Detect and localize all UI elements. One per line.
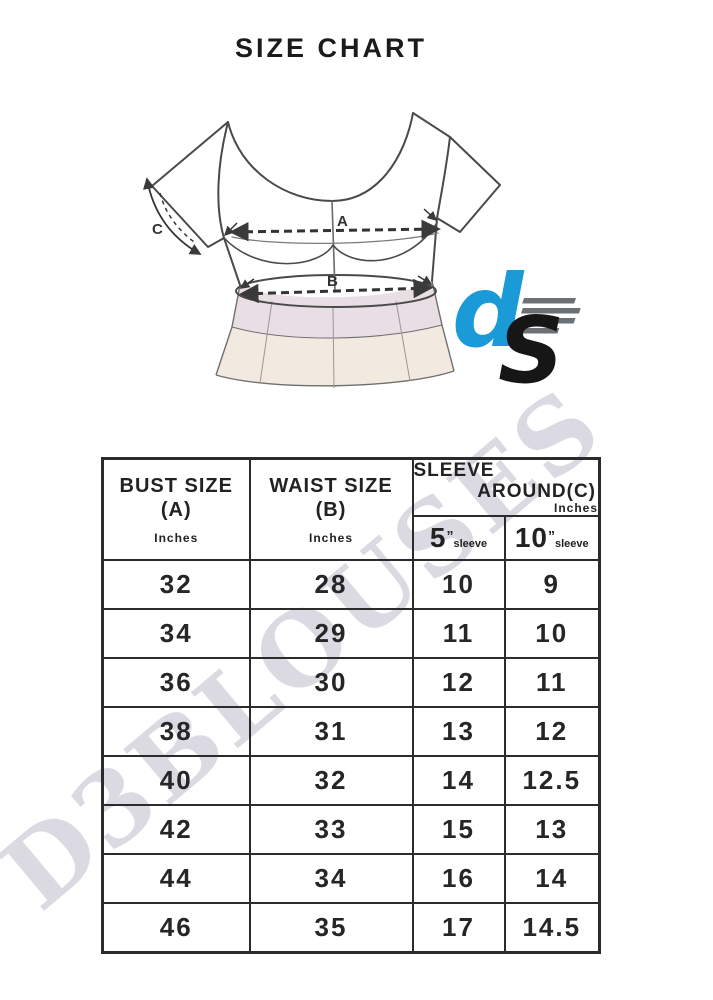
bust-header-title: BUST SIZE	[119, 475, 233, 497]
table-cell: 34	[248, 853, 414, 904]
table-cell: 32	[248, 755, 414, 806]
left-side-seam	[223, 237, 241, 286]
table-cell: 14	[411, 755, 506, 806]
table-cell: 42	[101, 804, 251, 855]
left-armhole	[217, 121, 229, 239]
table-cell: 14.5	[503, 902, 601, 953]
skirt-shape	[215, 280, 455, 389]
table-cell: 33	[248, 804, 414, 855]
bust-measure-line	[229, 219, 441, 242]
table-cell: 9	[503, 559, 601, 610]
table-cell: 32	[101, 559, 251, 610]
logo-letter-d: d	[452, 258, 525, 370]
table-row: 32 28 10 9	[101, 559, 601, 610]
table-row: 36 30 12 11	[101, 657, 601, 708]
neckline	[227, 112, 414, 202]
waist-header-code: (B)	[315, 499, 347, 521]
header-sleeve-around: SLEEVE AROUND(C) Inches	[411, 457, 601, 517]
header-bust-size: BUST SIZE (A) Inches	[101, 457, 251, 561]
table-cell: 31	[248, 706, 414, 757]
table-cell: 11	[503, 657, 601, 708]
bust-header-code: (A)	[160, 499, 192, 521]
size-chart-table: BUST SIZE (A) Inches WAIST SIZE (B) Inch…	[101, 457, 602, 954]
table-cell: 44	[101, 853, 251, 904]
waist-ellipse	[235, 274, 437, 308]
table-cell: 12	[503, 706, 601, 757]
blouse-diagram: A B C	[143, 112, 501, 389]
sleeve-measure-arc	[143, 177, 202, 255]
page-title: SIZE CHART	[235, 33, 427, 63]
sleeve-header-title: SLEEVE	[413, 460, 495, 481]
left-sleeve	[151, 121, 229, 248]
table-cell: 12.5	[503, 755, 601, 806]
bust-seam	[231, 232, 439, 244]
table-cell: 17	[411, 902, 506, 953]
table-cell: 35	[248, 902, 414, 953]
logo-speed-lines	[513, 298, 581, 334]
table-cell: 11	[411, 608, 506, 659]
table-row: 40 32 14 12.5	[101, 755, 601, 806]
table-row: 44 34 16 14	[101, 853, 601, 904]
table-row: 46 35 17 14.5	[101, 902, 601, 953]
table-cell: 14	[503, 853, 601, 904]
bust-header-unit: Inches	[154, 531, 199, 545]
table-cell: 28	[248, 559, 414, 610]
logo-letter-s: S	[498, 297, 564, 388]
sleeve-label: C	[152, 221, 163, 238]
table-cell: 40	[101, 755, 251, 806]
right-armhole	[436, 136, 451, 219]
table-row: 38 31 13 12	[101, 706, 601, 757]
table-row: 42 33 15 13	[101, 804, 601, 855]
table-row: 34 29 11 10	[101, 608, 601, 659]
brand-logo: d S	[452, 258, 581, 388]
header-waist-size: WAIST SIZE (B) Inches	[248, 457, 414, 561]
header-sleeve-10: 10”sleeve	[503, 515, 601, 561]
table-cell: 36	[101, 657, 251, 708]
table-cell: 46	[101, 902, 251, 953]
waist-header-unit: Inches	[308, 531, 353, 545]
header-sleeve-5: 5”sleeve	[411, 515, 506, 561]
waist-header-title: WAIST SIZE	[269, 475, 393, 497]
waist-measure-line	[239, 278, 433, 304]
measure-lines	[143, 177, 441, 304]
table-cell: 38	[101, 706, 251, 757]
table-cell: 10	[411, 559, 506, 610]
table-cell: 15	[411, 804, 506, 855]
sleeve-header-unit: Inches	[554, 501, 599, 515]
bust-label: A	[337, 213, 348, 230]
table-cell: 30	[248, 657, 414, 708]
left-cup-curve	[223, 237, 334, 265]
sleeve-header-title2: AROUND(C)	[477, 481, 597, 502]
waist-label: B	[327, 273, 338, 290]
table-cell: 12	[411, 657, 506, 708]
table-cell: 29	[248, 608, 414, 659]
blouse-outline	[151, 112, 501, 292]
table-cell: 16	[411, 853, 506, 904]
table-cell: 10	[503, 608, 601, 659]
table-cell: 13	[411, 706, 506, 757]
table-cell: 34	[101, 608, 251, 659]
table-cell: 13	[503, 804, 601, 855]
right-sleeve	[412, 112, 501, 233]
